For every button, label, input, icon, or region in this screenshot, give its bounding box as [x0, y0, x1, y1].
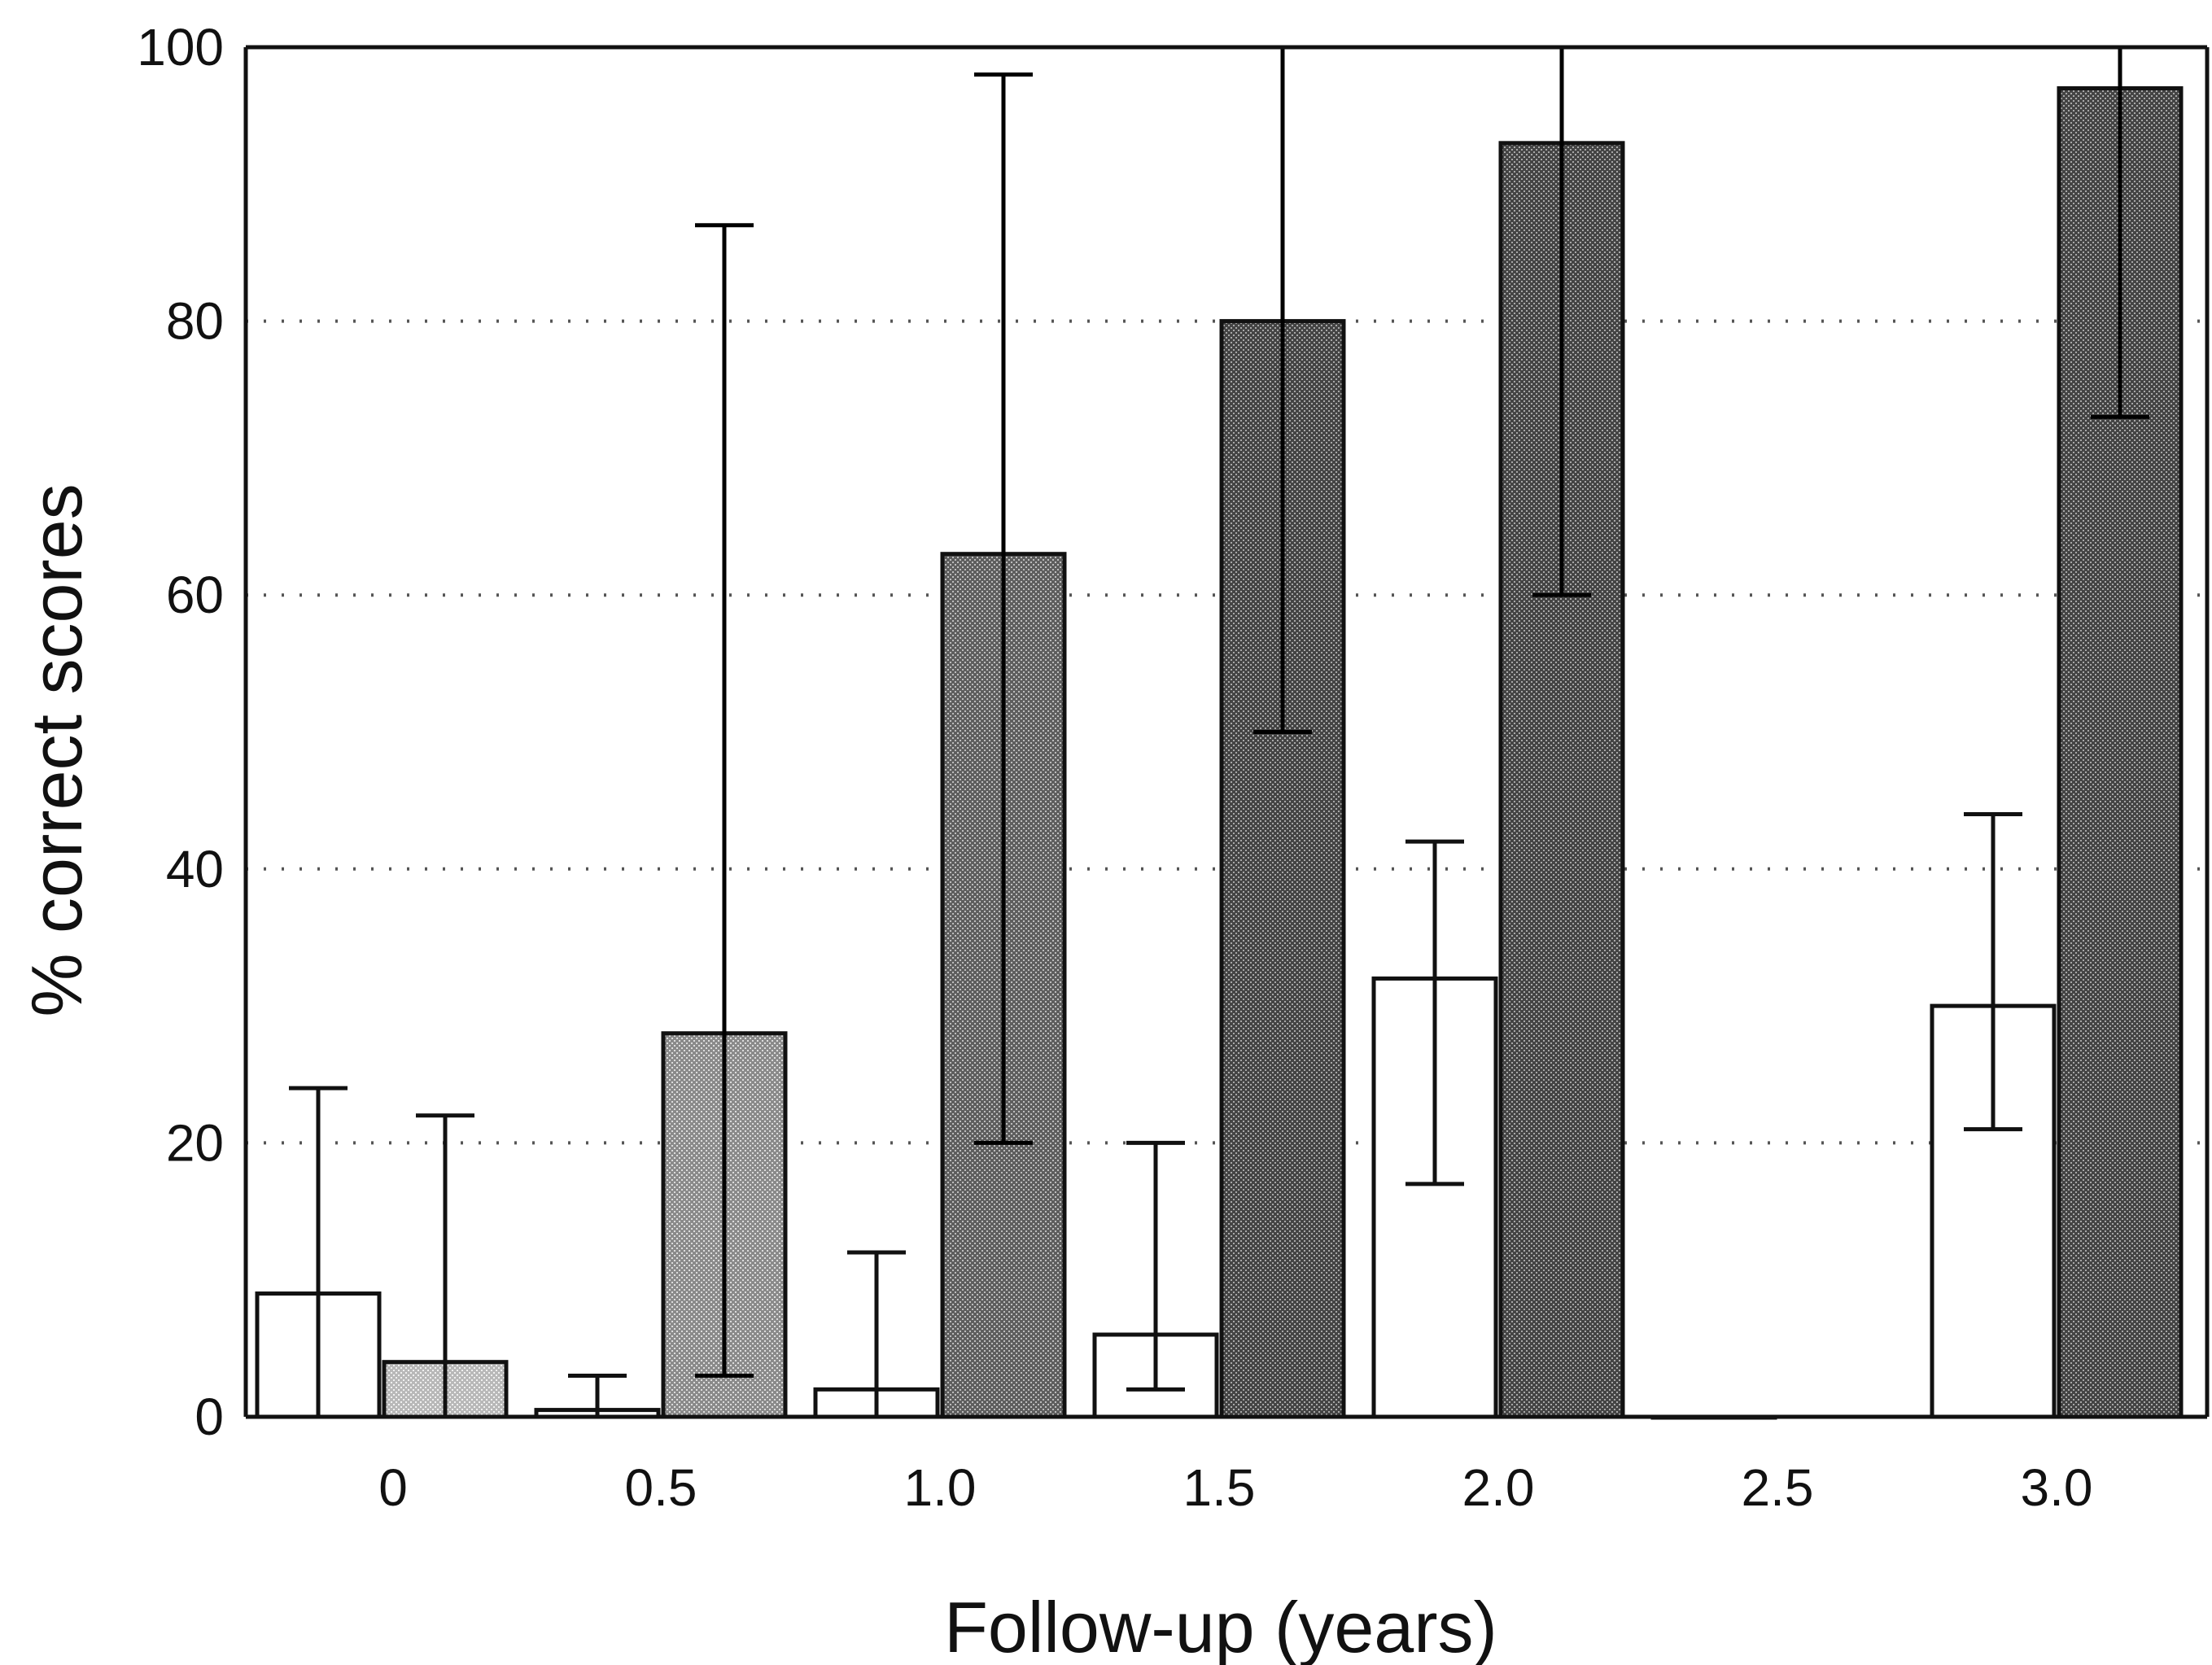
y-tick-labels: 0 20 40 60 80 100	[137, 18, 224, 1446]
x-tick-label-2.0: 2.0	[1462, 1458, 1535, 1517]
y-tick-label-60: 60	[166, 566, 224, 624]
y-tick-label-80: 80	[166, 292, 224, 351]
x-tick-label-0: 0	[378, 1458, 408, 1517]
y-axis-title: % correct scores	[16, 483, 97, 1016]
x-tick-label-3.0: 3.0	[2021, 1458, 2093, 1517]
x-tick-labels: 0 0.5 1.0 1.5 2.0 2.5 3.0	[378, 1458, 2092, 1517]
x-tick-label-0.5: 0.5	[625, 1458, 697, 1517]
bars	[255, 85, 2184, 1420]
y-tick-label-40: 40	[166, 840, 224, 898]
x-tick-label-1.5: 1.5	[1183, 1458, 1256, 1517]
x-tick-label-2.5: 2.5	[1742, 1458, 1814, 1517]
plot-frame	[243, 45, 2210, 1419]
y-tick-label-0: 0	[195, 1388, 224, 1446]
error-bars	[289, 47, 2149, 1417]
x-tick-label-1.0: 1.0	[904, 1458, 977, 1517]
y-tick-label-20: 20	[166, 1113, 224, 1172]
y-tick-label-100: 100	[137, 18, 224, 76]
x-axis-title: Follow-up (years)	[944, 1587, 1497, 1665]
